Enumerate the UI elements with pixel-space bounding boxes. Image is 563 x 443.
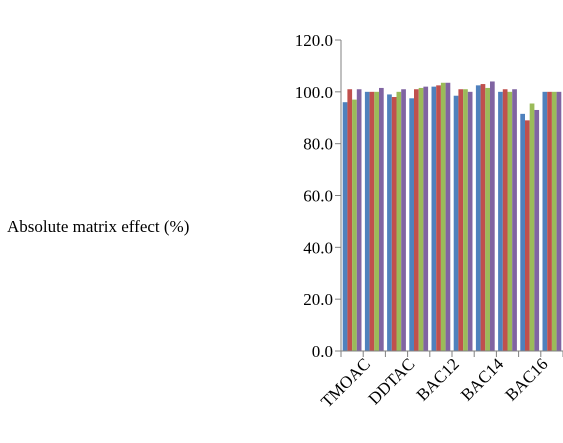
- bar-10-series-4: [556, 91, 562, 351]
- bar-8-series-2: [502, 89, 508, 352]
- bar-4-series-2: [414, 89, 419, 352]
- bar-group: [342, 81, 562, 352]
- bar-9-series-1: [520, 113, 525, 351]
- bar-1-series-1: [342, 102, 348, 351]
- bar-8-series-3: [507, 91, 513, 351]
- bar-7-series-4: [490, 81, 495, 351]
- bar-4-series-4: [423, 86, 429, 352]
- bar-4-series-3: [418, 87, 424, 351]
- y-tick-label-4: 80.0: [303, 135, 333, 154]
- bar-8-series-4: [512, 89, 517, 352]
- bar-5-series-1: [431, 86, 437, 352]
- bar-7-series-2: [480, 84, 486, 351]
- x-tick-label-tmoac: TMOAC: [317, 354, 374, 411]
- bar-5-series-4: [445, 82, 451, 351]
- bar-6-series-2: [458, 89, 464, 352]
- bar-3-series-3: [396, 91, 402, 351]
- bar-3-series-1: [387, 94, 392, 352]
- bar-2-series-3: [374, 91, 379, 351]
- bar-5-series-2: [436, 85, 441, 351]
- y-tick-label-1: 20.0: [303, 290, 333, 309]
- bar-2-series-4: [379, 87, 384, 351]
- x-tick-label-bac14: BAC14: [457, 354, 508, 405]
- bar-1-series-3: [352, 99, 357, 351]
- bar-9-series-4: [534, 109, 540, 351]
- axes: [335, 39, 563, 357]
- bar-8-series-1: [498, 91, 503, 351]
- y-tick-label-3: 60.0: [303, 187, 333, 206]
- y-tick-label-5: 100.0: [295, 83, 333, 102]
- bar-2-series-1: [364, 91, 370, 351]
- y-tick-label-6: 120.0: [295, 31, 333, 50]
- bar-9-series-3: [529, 103, 535, 351]
- bar-6-series-4: [467, 91, 473, 351]
- bar-3-series-2: [391, 97, 397, 352]
- x-tick-label-bac12: BAC12: [413, 354, 463, 404]
- bar-10-series-1: [542, 91, 548, 351]
- bar-10-series-3: [551, 91, 557, 351]
- bar-6-series-3: [463, 89, 468, 352]
- bar-5-series-3: [440, 82, 446, 351]
- y-axis-title: Absolute matrix effect (%): [7, 217, 189, 236]
- y-tick-label-2: 40.0: [303, 238, 333, 257]
- x-tick-label-ddtac: DDTAC: [365, 354, 419, 408]
- bar-1-series-4: [356, 89, 362, 352]
- bar-6-series-1: [453, 95, 459, 351]
- bar-10-series-2: [547, 91, 552, 351]
- bar-7-series-1: [475, 85, 481, 351]
- bar-3-series-4: [401, 89, 406, 352]
- bar-7-series-3: [485, 87, 490, 351]
- x-tick-label-bac16: BAC16: [501, 354, 551, 404]
- bar-4-series-1: [409, 98, 414, 351]
- bar-1-series-2: [347, 89, 353, 352]
- y-tick-label-0: 0.0: [312, 342, 333, 361]
- bar-2-series-2: [369, 91, 375, 351]
- bar-9-series-2: [525, 120, 530, 351]
